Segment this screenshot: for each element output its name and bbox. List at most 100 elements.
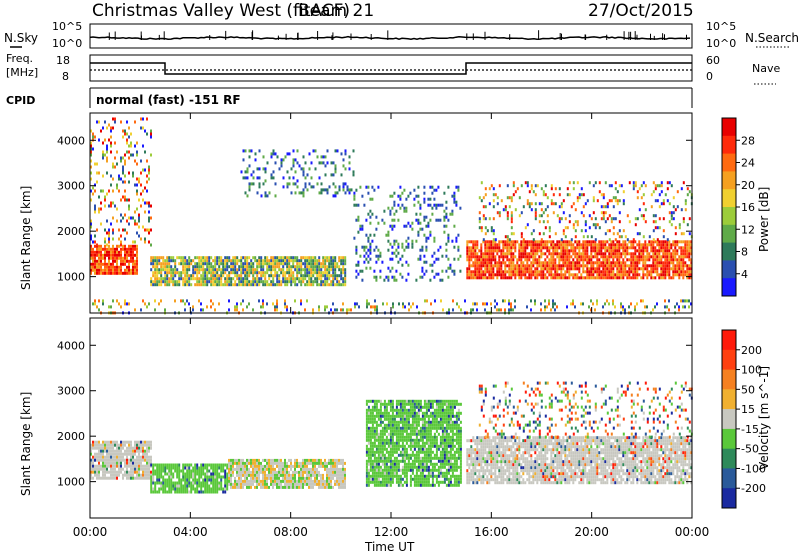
data-cell	[272, 277, 275, 281]
data-cell	[546, 264, 549, 268]
data-cell	[330, 268, 333, 272]
data-cell	[268, 259, 271, 263]
data-cell	[654, 184, 657, 188]
data-cell	[600, 243, 603, 247]
data-cell	[232, 271, 235, 275]
data-cell	[672, 243, 675, 247]
nsky-tick-bottom: 10^0	[52, 37, 82, 50]
data-cell	[300, 467, 302, 471]
data-cell	[290, 464, 292, 468]
data-cell	[572, 258, 575, 262]
data-cell	[240, 265, 243, 269]
data-cell	[194, 463, 197, 467]
data-cell	[332, 265, 335, 269]
data-cell	[678, 226, 681, 230]
data-cell	[584, 276, 587, 280]
data-cell	[626, 246, 629, 250]
data-cell	[526, 184, 529, 188]
data-cell	[524, 252, 527, 256]
data-cell	[158, 277, 161, 281]
data-cell	[393, 242, 396, 246]
data-cell	[482, 196, 485, 200]
data-cell	[421, 269, 424, 273]
data-cell	[434, 299, 436, 303]
data-cell	[244, 470, 246, 474]
data-cell	[102, 189, 104, 193]
data-cell	[322, 161, 325, 165]
data-cell	[132, 271, 134, 275]
data-cell	[120, 458, 122, 462]
data-cell	[112, 253, 114, 257]
data-cell	[550, 264, 553, 268]
data-cell	[606, 258, 609, 262]
data-cell	[554, 276, 557, 280]
data-cell	[612, 270, 615, 274]
data-cell	[282, 470, 284, 474]
data-cell	[248, 470, 250, 474]
data-cell	[330, 256, 333, 260]
data-cell	[342, 182, 345, 186]
data-cell	[242, 265, 245, 269]
data-cell	[160, 280, 163, 284]
data-cell	[150, 490, 153, 494]
data-cell	[252, 268, 255, 272]
data-cell	[280, 161, 283, 165]
data-cell	[118, 244, 120, 248]
data-cell	[260, 277, 263, 281]
data-cell	[508, 270, 511, 274]
data-cell	[594, 276, 597, 280]
data-cell	[604, 249, 607, 253]
data-cell	[166, 478, 169, 482]
data-cell	[162, 262, 165, 266]
data-cell	[534, 276, 537, 280]
data-cell	[152, 262, 155, 266]
data-cell	[466, 267, 469, 271]
data-cell	[242, 149, 245, 153]
data-cell	[98, 268, 100, 272]
data-cell	[216, 274, 219, 278]
data-cell	[664, 246, 667, 250]
data-cell	[272, 461, 274, 465]
data-cell	[594, 261, 597, 265]
data-cell	[90, 150, 92, 154]
data-cell	[502, 273, 505, 277]
data-cell	[616, 243, 619, 247]
data-cell	[320, 485, 322, 489]
data-cell	[423, 233, 426, 237]
data-cell	[148, 228, 150, 232]
data-cell	[532, 264, 535, 268]
data-cell	[419, 212, 422, 216]
data-cell	[484, 270, 487, 274]
data-cell	[284, 479, 286, 483]
data-cell	[622, 240, 625, 244]
data-cell	[128, 464, 130, 468]
data-cell	[204, 268, 207, 272]
data-cell	[640, 246, 643, 250]
data-cell	[166, 265, 169, 269]
data-cell	[304, 464, 306, 468]
data-cell	[484, 217, 487, 221]
data-cell	[296, 470, 298, 474]
data-cell	[152, 466, 155, 470]
data-cell	[154, 277, 157, 281]
data-cell	[606, 255, 609, 259]
data-cell	[616, 246, 619, 250]
data-cell	[670, 267, 673, 271]
data-cell	[234, 485, 236, 489]
data-cell	[365, 185, 368, 189]
data-cell	[182, 475, 185, 479]
data-cell	[128, 198, 130, 202]
data-cell	[162, 280, 165, 284]
data-cell	[686, 187, 689, 191]
data-cell	[244, 482, 246, 486]
data-cell	[534, 214, 537, 218]
data-cell	[546, 246, 549, 250]
data-cell	[232, 485, 234, 489]
data-cell	[264, 476, 266, 480]
data-cell	[230, 467, 232, 471]
data-cell	[136, 461, 138, 465]
data-cell	[176, 469, 179, 473]
data-cell	[564, 270, 567, 274]
data-cell	[162, 277, 165, 281]
data-cell	[132, 250, 134, 254]
